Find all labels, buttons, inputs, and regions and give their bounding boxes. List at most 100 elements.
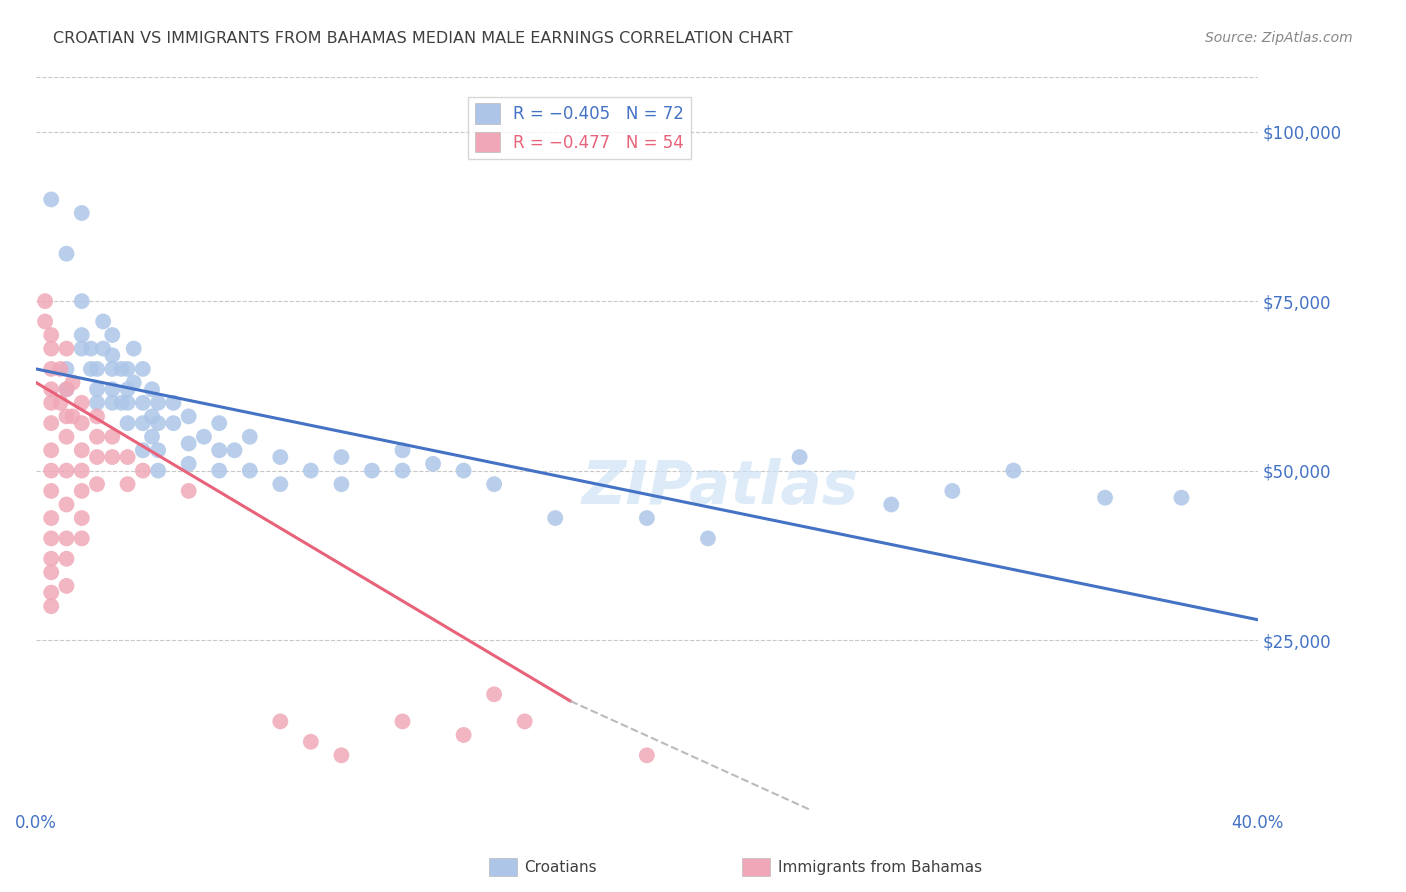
Point xyxy=(70,443,93,458)
Point xyxy=(117,362,139,376)
Point xyxy=(122,376,145,390)
Point xyxy=(86,477,108,491)
Point xyxy=(117,450,139,464)
Text: CROATIAN VS IMMIGRANTS FROM BAHAMAS MEDIAN MALE EARNINGS CORRELATION CHART: CROATIAN VS IMMIGRANTS FROM BAHAMAS MEDI… xyxy=(53,31,793,46)
Point xyxy=(208,416,231,430)
Point xyxy=(86,362,108,376)
Point xyxy=(55,246,77,260)
Point xyxy=(55,551,77,566)
Point xyxy=(62,376,84,390)
Point xyxy=(55,498,77,512)
Point xyxy=(70,532,93,546)
Point xyxy=(141,382,163,396)
Point xyxy=(86,396,108,410)
Point xyxy=(162,416,184,430)
Point xyxy=(208,464,231,478)
Point xyxy=(62,409,84,424)
Point xyxy=(70,342,93,356)
Point xyxy=(39,193,62,207)
Point xyxy=(34,294,56,309)
Point xyxy=(39,443,62,458)
Point xyxy=(132,464,155,478)
Point xyxy=(39,464,62,478)
Point xyxy=(70,328,93,343)
Point xyxy=(101,450,124,464)
Point xyxy=(132,443,155,458)
Point xyxy=(193,430,215,444)
Point xyxy=(422,457,444,471)
Point xyxy=(70,294,93,309)
Point xyxy=(544,511,567,525)
Point xyxy=(117,477,139,491)
Point xyxy=(299,464,322,478)
Point xyxy=(39,599,62,614)
Text: ZIPatlas: ZIPatlas xyxy=(582,458,859,517)
Point xyxy=(330,450,353,464)
Point xyxy=(34,314,56,328)
Point xyxy=(39,342,62,356)
Point xyxy=(299,735,322,749)
Point xyxy=(70,396,93,410)
Point xyxy=(361,464,384,478)
Point xyxy=(177,457,200,471)
Point xyxy=(110,362,132,376)
Point xyxy=(55,342,77,356)
Point xyxy=(101,396,124,410)
Point xyxy=(39,566,62,580)
Point xyxy=(141,430,163,444)
Point xyxy=(208,443,231,458)
Point xyxy=(55,382,77,396)
Point xyxy=(146,416,169,430)
Point xyxy=(453,728,475,742)
Point xyxy=(391,443,413,458)
Point xyxy=(39,396,62,410)
Point xyxy=(70,416,93,430)
Point xyxy=(70,483,93,498)
Point xyxy=(39,328,62,343)
Point xyxy=(239,464,262,478)
Point xyxy=(1094,491,1116,505)
Point xyxy=(132,396,155,410)
Point xyxy=(101,382,124,396)
Point xyxy=(269,714,291,729)
Text: Immigrants from Bahamas: Immigrants from Bahamas xyxy=(778,860,981,874)
Point xyxy=(162,396,184,410)
Point xyxy=(39,532,62,546)
Point xyxy=(122,342,145,356)
Point xyxy=(55,430,77,444)
Point xyxy=(55,579,77,593)
Point xyxy=(330,748,353,763)
Point xyxy=(39,551,62,566)
Point xyxy=(55,532,77,546)
Text: Croatians: Croatians xyxy=(524,860,598,874)
Point xyxy=(86,450,108,464)
Point xyxy=(39,382,62,396)
Point xyxy=(1002,464,1025,478)
Point xyxy=(49,396,72,410)
Point xyxy=(880,498,903,512)
Point xyxy=(55,409,77,424)
Point xyxy=(330,477,353,491)
Point xyxy=(1170,491,1192,505)
Point xyxy=(55,464,77,478)
Point xyxy=(146,396,169,410)
Point xyxy=(117,382,139,396)
Point xyxy=(55,382,77,396)
Point xyxy=(636,511,658,525)
Point xyxy=(55,362,77,376)
Point xyxy=(132,362,155,376)
Point xyxy=(177,483,200,498)
Point xyxy=(453,464,475,478)
Point xyxy=(80,362,103,376)
Point xyxy=(49,362,72,376)
Point xyxy=(117,416,139,430)
Point xyxy=(39,483,62,498)
Point xyxy=(70,511,93,525)
Point xyxy=(101,362,124,376)
Text: Source: ZipAtlas.com: Source: ZipAtlas.com xyxy=(1205,31,1353,45)
Point xyxy=(101,430,124,444)
Point xyxy=(86,382,108,396)
Point xyxy=(39,511,62,525)
Point xyxy=(697,532,720,546)
Point xyxy=(117,396,139,410)
